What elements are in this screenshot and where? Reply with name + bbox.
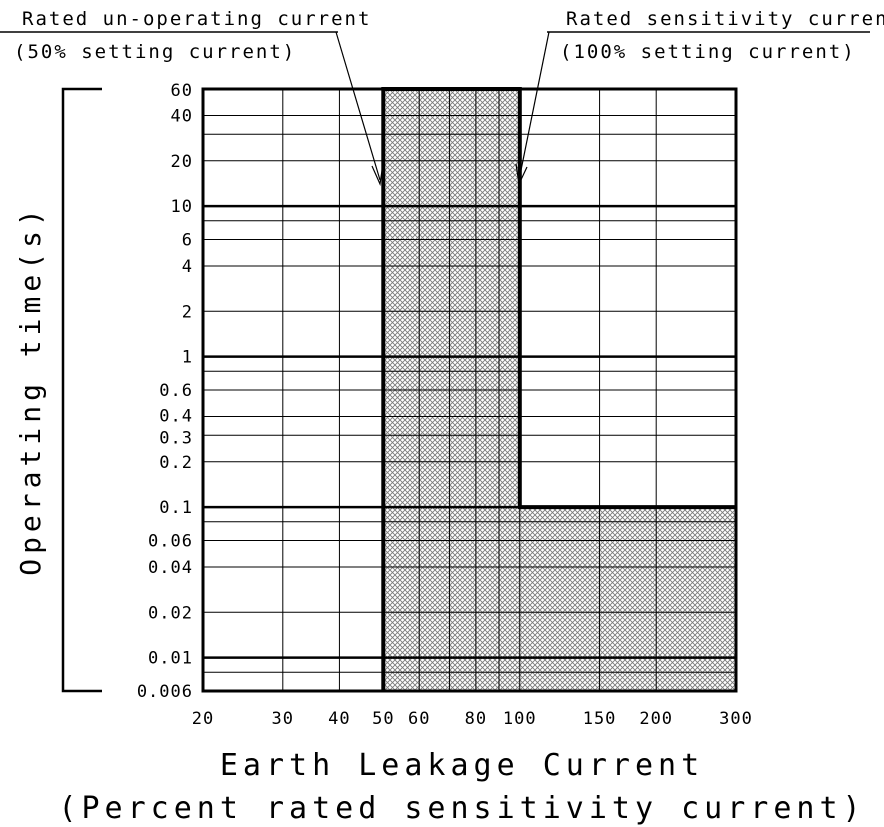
- annotation-unoperating-subtitle: (50% setting current): [14, 41, 296, 63]
- y-tick-label: 6: [182, 231, 193, 251]
- y-axis-label: Operating time(s): [14, 204, 47, 576]
- y-tick-label: 0.02: [148, 603, 193, 623]
- y-tick-label: 40: [171, 107, 193, 127]
- y-tick-label: 0.06: [148, 532, 193, 552]
- y-tick-label: 0.01: [148, 649, 193, 669]
- x-tick-label: 20: [192, 709, 214, 729]
- x-tick-labels: 20 30 40 50 60 80 100 150 200 300: [192, 709, 753, 729]
- x-tick-label: 40: [328, 709, 350, 729]
- y-tick-label: 0.1: [159, 498, 193, 518]
- y-tick-label: 0.6: [159, 381, 193, 401]
- x-tick-label: 80: [465, 709, 487, 729]
- y-tick-label: 10: [171, 197, 193, 217]
- y-tick-label: 4: [182, 257, 193, 277]
- y-tick-label: 2: [182, 302, 193, 322]
- annotation-sensitivity-subtitle: (100% setting current): [560, 41, 856, 63]
- y-axis-bracket: [61, 87, 102, 693]
- y-tick-label: 60: [171, 81, 193, 101]
- x-tick-label: 150: [583, 709, 617, 729]
- x-tick-label: 200: [639, 709, 673, 729]
- x-axis-sublabel: (Percent rated sensitivity current): [58, 791, 865, 826]
- y-tick-label: 0.04: [148, 558, 193, 578]
- x-tick-label: 300: [719, 709, 753, 729]
- annotation-sensitivity-title: Rated sensitivity current: [566, 8, 884, 30]
- y-tick-label: 0.006: [137, 682, 193, 702]
- annotation-sensitivity-leader: [518, 31, 550, 181]
- y-tick-label: 1: [182, 348, 193, 368]
- operating-boundary: [381, 87, 736, 691]
- x-axis-label: Earth Leakage Current: [220, 748, 704, 783]
- grid: [203, 89, 736, 691]
- x-tick-label: 30: [272, 709, 294, 729]
- annotation-unoperating-leader: [335, 31, 381, 181]
- x-tick-label: 100: [503, 709, 537, 729]
- y-tick-label: 0.3: [159, 428, 193, 448]
- x-tick-label: 50: [372, 709, 394, 729]
- annotation-sensitivity-arrowhead: [515, 163, 528, 187]
- y-tick-label: 0.2: [159, 453, 193, 473]
- y-tick-label: 20: [171, 152, 193, 172]
- annotation-unoperating-title: Rated un-operating current: [22, 8, 371, 30]
- x-tick-label: 60: [408, 709, 430, 729]
- annotation-unoperating-arrowhead: [371, 163, 384, 187]
- y-tick-labels: 0.006 0.01 0.02 0.04 0.06 0.1 0.2 0.30.4 0.6 1 2 4 6…: [137, 81, 193, 702]
- y-tick-label: 0.4: [159, 407, 193, 427]
